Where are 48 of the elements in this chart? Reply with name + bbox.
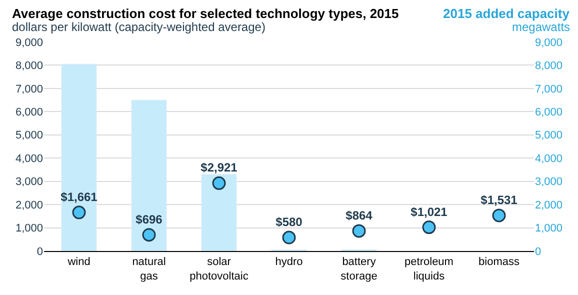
bar <box>61 64 97 251</box>
y-tick-label: 6,000 <box>15 106 43 119</box>
y-tick-label: 3,000 <box>15 176 43 188</box>
y2-tick-label: 7,000 <box>535 83 563 96</box>
text: 2015 added capacity <box>443 6 570 21</box>
point <box>72 206 86 220</box>
y2-tick-label: 3,000 <box>535 176 563 188</box>
bar <box>201 174 237 251</box>
chart-title: Average construction cost for selected technology types, 2015 <box>12 6 399 21</box>
x-tick-label: biomass <box>478 256 520 268</box>
y2-tick-label: 0 <box>535 246 542 258</box>
y2-tick-label: 5,000 <box>535 130 563 142</box>
point <box>282 230 296 244</box>
y2-tick-label: 9,000 <box>535 36 563 49</box>
data-label: $1,531 <box>480 192 518 207</box>
x-tick-label: natural gas <box>132 256 166 282</box>
y-tick-label: 0 <box>36 246 43 258</box>
y2-tick-label: 4,000 <box>535 152 563 165</box>
x-tick-label: petroleum liquids <box>404 256 454 282</box>
y-tick-label: 7,000 <box>15 83 43 96</box>
y-tick-label: 4,000 <box>15 152 43 165</box>
y-tick-label: 2,000 <box>15 199 43 212</box>
point <box>142 228 156 242</box>
point <box>212 176 226 190</box>
data-label: $864 <box>346 208 373 222</box>
data-label: $580 <box>276 215 303 230</box>
y2-axis-title: megawatts <box>512 20 570 34</box>
y2-tick-label: 1,000 <box>535 222 563 235</box>
data-label: $2,921 <box>200 160 238 175</box>
point <box>492 208 506 222</box>
x-tick-label: hydro <box>275 256 303 268</box>
y-tick-label: 5,000 <box>15 130 43 142</box>
x-tick-label: solar photovoltaic <box>190 256 249 282</box>
data-label: $1,021 <box>410 204 448 219</box>
data-label: $1,661 <box>60 190 98 204</box>
y2-tick-label: 2,000 <box>535 199 563 212</box>
bar <box>131 100 167 251</box>
y-tick-label: 9,000 <box>15 36 43 49</box>
point <box>352 224 366 238</box>
x-tick-label: wind <box>66 256 90 268</box>
y-tick-label: 8,000 <box>15 60 43 72</box>
x-tick-label: battery storage <box>340 256 378 282</box>
y2-tick-label: 6,000 <box>535 106 563 119</box>
y2-tick-label: 8,000 <box>535 60 563 72</box>
y-tick-label: 1,000 <box>15 222 43 235</box>
data-label: $696 <box>136 212 163 226</box>
y-axis-title: dollars per kilowatt (capacity-weighted average) <box>12 20 266 34</box>
point <box>422 220 436 234</box>
